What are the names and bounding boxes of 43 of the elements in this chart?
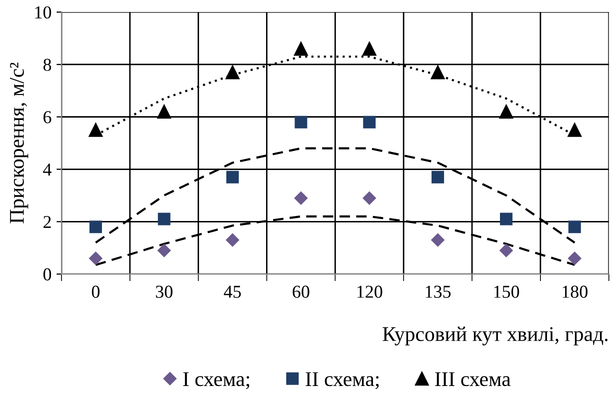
y-axis-title: Прискорення, м/с²: [10, 62, 28, 224]
y-tick-label: 2: [44, 216, 51, 228]
x-tick-label: 180: [562, 286, 588, 298]
x-tick-label: 0: [92, 286, 100, 298]
x-tick-label: 45: [224, 286, 241, 298]
legend-label: III схема: [435, 372, 511, 386]
point: [568, 252, 582, 265]
point: [432, 170, 444, 184]
point: [158, 212, 170, 226]
x-tick-label: 120: [357, 286, 382, 298]
point: [158, 244, 171, 258]
x-tick-label: 60: [292, 286, 310, 298]
y-tick-label: 4: [43, 164, 52, 176]
point: [88, 123, 103, 137]
point: [89, 220, 102, 234]
point: [362, 191, 376, 205]
x-axis-title: Курсовий кут хвилі, град.: [382, 326, 608, 346]
y-tick-label: 6: [44, 111, 52, 124]
point: [294, 42, 308, 56]
x-tick-label: 135: [426, 286, 451, 298]
point: [500, 212, 512, 226]
x-tick-label: 150: [494, 286, 520, 298]
point: [363, 116, 376, 128]
point: [226, 65, 240, 80]
legend-label: II схема;: [306, 372, 379, 390]
x-tick-label: 30: [156, 286, 172, 298]
y-tick-label: 8: [43, 58, 52, 71]
y-tick-label: 0: [43, 268, 52, 280]
point: [499, 104, 514, 119]
point: [568, 123, 582, 137]
point: [430, 65, 445, 80]
point: [431, 233, 444, 247]
point: [362, 42, 376, 56]
point: [568, 220, 581, 234]
point: [157, 104, 172, 119]
point: [226, 233, 240, 247]
point: [294, 191, 308, 205]
y-tick-label: 10: [35, 6, 52, 19]
legend-label: I схема;: [183, 372, 250, 390]
point: [294, 116, 308, 128]
point: [500, 244, 513, 258]
point: [89, 252, 102, 265]
point: [226, 170, 239, 184]
